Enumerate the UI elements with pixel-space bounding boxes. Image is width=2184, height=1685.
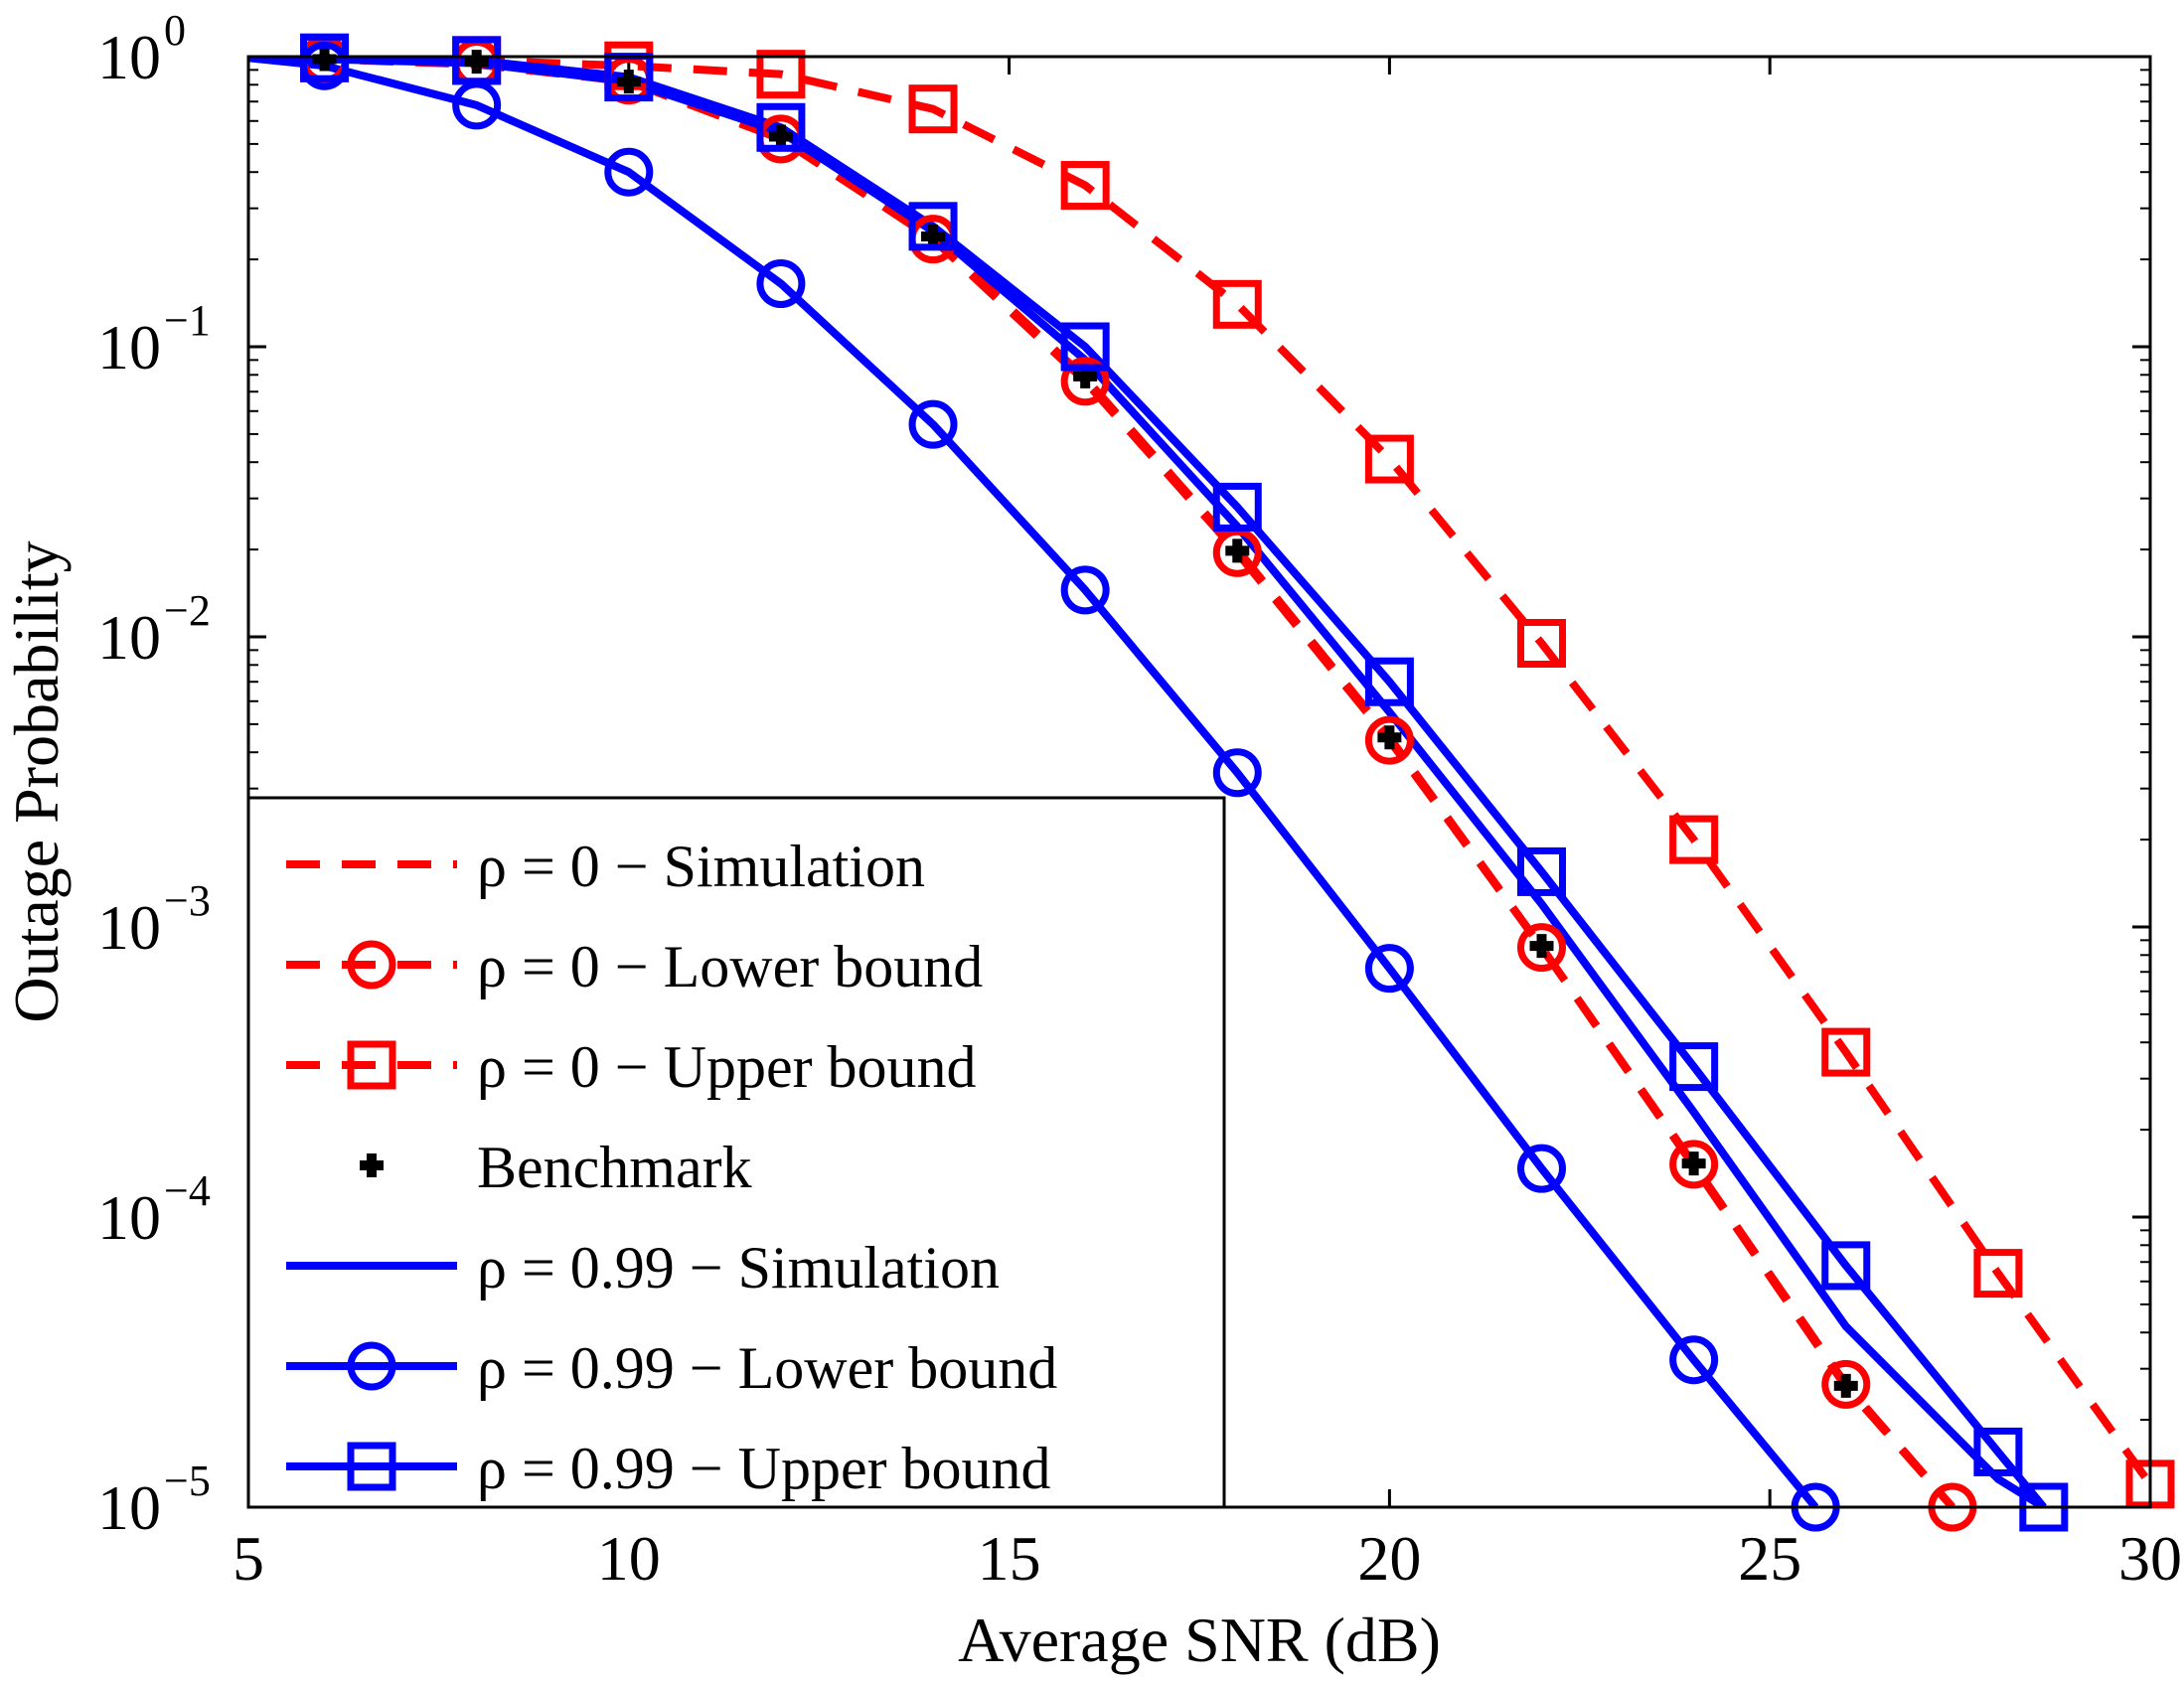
marker-circle: [908, 399, 958, 449]
legend-label: Benchmark: [477, 1135, 752, 1200]
marker-square: [756, 50, 806, 99]
y-tick-label: 10 −4: [97, 1166, 211, 1253]
marker-square: [1517, 846, 1567, 896]
marker-circle: [1364, 715, 1414, 765]
legend-item: ρ = 0.99 − Simulation: [286, 1235, 1000, 1301]
series-line-5: [248, 57, 1819, 1507]
y-tick-exponent: −2: [164, 586, 211, 635]
marker-square: [1973, 1427, 2023, 1476]
y-tick-label: 10 −1: [97, 296, 211, 383]
y-tick-exponent: −5: [164, 1456, 211, 1505]
legend: ρ = 0 − Simulation ρ = 0 − Lower bound ρ =…: [246, 796, 1226, 1509]
marker-group: [300, 33, 2175, 1532]
marker-circle: [1669, 1335, 1719, 1385]
legend-label: ρ = 0 − Upper bound: [477, 1034, 977, 1100]
marker-square: [756, 102, 806, 152]
legend-item: Benchmark: [360, 1135, 752, 1200]
marker-circle: [1669, 1140, 1719, 1189]
marker-square: [1060, 161, 1110, 211]
x-axis-label: Average SNR (dB): [958, 1605, 1441, 1675]
x-tick-label: 20: [1357, 1523, 1421, 1594]
marker-plus: [768, 124, 793, 149]
legend-item: ρ = 0.99 − Lower bound: [286, 1335, 1057, 1401]
marker-square: [1060, 322, 1110, 372]
y-tick-base: 10: [97, 602, 161, 673]
series-line-6: [248, 57, 2047, 1507]
y-tick-base: 10: [97, 892, 161, 963]
marker-circle: [756, 258, 806, 308]
y-axis-label: Outage Probability: [1, 540, 72, 1022]
legend-item: ρ = 0 − Simulation: [286, 834, 925, 899]
x-tick-label: 30: [2118, 1523, 2182, 1594]
marker-square: [908, 202, 958, 251]
marker-square: [1821, 1241, 1871, 1291]
y-tick-exponent: −4: [164, 1166, 211, 1215]
marker-circle: [1517, 923, 1567, 973]
marker-plus: [1225, 538, 1250, 563]
y-tick-base: 10: [97, 22, 161, 92]
marker-circle: [347, 940, 396, 990]
x-tick-label: 5: [233, 1523, 264, 1594]
legend-label: ρ = 0 − Lower bound: [477, 934, 983, 999]
legend-label: ρ = 0.99 − Upper bound: [477, 1436, 1051, 1501]
marker-circle: [604, 147, 654, 197]
marker-plus: [1681, 1151, 1706, 1176]
marker-circle: [1212, 528, 1262, 577]
y-tick-base: 10: [97, 312, 161, 383]
marker-square: [1517, 619, 1567, 669]
marker-square: [347, 1040, 396, 1090]
marker-square: [1364, 657, 1414, 706]
y-tick-label: 10 0: [97, 6, 186, 92]
y-tick-label: 10 −2: [97, 586, 211, 673]
marker-square: [1669, 1042, 1719, 1092]
marker-plus: [1529, 934, 1554, 959]
marker-plus: [464, 50, 489, 75]
marker-square: [1973, 1249, 2023, 1299]
legend-box: [246, 796, 1226, 1509]
legend-label: ρ = 0.99 − Simulation: [477, 1235, 1000, 1301]
marker-plus: [312, 47, 337, 72]
x-tick-label: 15: [978, 1523, 1041, 1594]
marker-circle: [1821, 1359, 1871, 1409]
marker-square: [1212, 482, 1262, 532]
marker-circle: [1060, 565, 1110, 615]
legend-label: ρ = 0 − Simulation: [477, 834, 925, 899]
marker-circle: [1212, 748, 1262, 798]
legend-item: ρ = 0 − Lower bound: [286, 934, 983, 999]
y-tick-base: 10: [97, 1182, 161, 1253]
y-tick-label: 10 −3: [97, 876, 211, 963]
marker-square: [347, 1442, 396, 1491]
marker-circle: [1517, 1144, 1567, 1193]
marker-square: [1212, 279, 1262, 329]
x-tick-label: 25: [1738, 1523, 1801, 1594]
marker-plus: [616, 70, 641, 94]
marker-plus: [1833, 1373, 1858, 1398]
y-tick-label: 10 −5: [97, 1456, 211, 1543]
marker-square: [908, 84, 958, 134]
marker-square: [1364, 434, 1414, 484]
legend-item: ρ = 0 − Upper bound: [286, 1034, 977, 1100]
marker-plus: [1377, 725, 1402, 750]
y-tick-base: 10: [97, 1472, 161, 1543]
y-tick-exponent: −1: [164, 296, 211, 345]
marker-square: [452, 36, 502, 85]
marker-square: [1669, 815, 1719, 864]
legend-label: ρ = 0.99 − Lower bound: [477, 1335, 1057, 1401]
marker-circle: [347, 1341, 396, 1391]
legend-item: ρ = 0.99 − Upper bound: [286, 1436, 1051, 1501]
marker-circle: [1060, 357, 1110, 406]
marker-square: [1821, 1027, 1871, 1077]
y-tick-exponent: −3: [164, 876, 211, 925]
marker-circle: [1364, 944, 1414, 994]
y-tick-exponent: 0: [164, 6, 186, 55]
x-tick-label: 10: [597, 1523, 661, 1594]
marker-plus: [360, 1153, 384, 1177]
